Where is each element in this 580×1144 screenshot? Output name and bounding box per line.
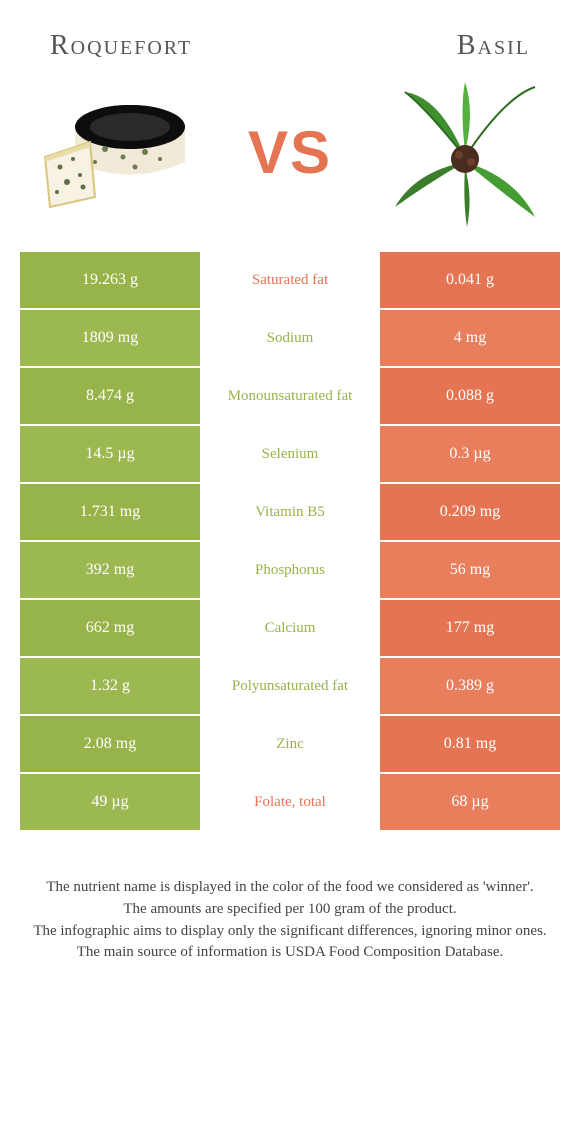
table-row: 14.5 µgSelenium0.3 µg	[20, 426, 560, 482]
header: Roquefort Basil	[0, 0, 580, 62]
value-right: 0.81 mg	[380, 716, 560, 772]
nutrient-label: Monounsaturated fat	[202, 368, 378, 424]
table-row: 1809 mgSodium4 mg	[20, 310, 560, 366]
footer-line: The main source of information is USDA F…	[30, 942, 550, 964]
value-right: 0.041 g	[380, 252, 560, 308]
footer-line: The infographic aims to display only the…	[30, 921, 550, 943]
nutrient-label: Sodium	[202, 310, 378, 366]
table-row: 1.731 mgVitamin B50.209 mg	[20, 484, 560, 540]
value-left: 662 mg	[20, 600, 200, 656]
infographic: Roquefort Basil	[0, 0, 580, 964]
value-left: 1.731 mg	[20, 484, 200, 540]
table-row: 2.08 mgZinc0.81 mg	[20, 716, 560, 772]
nutrient-label: Saturated fat	[202, 252, 378, 308]
value-right: 177 mg	[380, 600, 560, 656]
footer-line: The nutrient name is displayed in the co…	[30, 877, 550, 899]
table-row: 8.474 gMonounsaturated fat0.088 g	[20, 368, 560, 424]
roquefort-icon	[30, 77, 200, 227]
nutrient-label: Vitamin B5	[202, 484, 378, 540]
footer-line: The amounts are specified per 100 gram o…	[30, 899, 550, 921]
value-right: 68 µg	[380, 774, 560, 830]
footer-notes: The nutrient name is displayed in the co…	[0, 832, 580, 964]
nutrient-label: Phosphorus	[202, 542, 378, 598]
value-right: 0.209 mg	[380, 484, 560, 540]
value-left: 14.5 µg	[20, 426, 200, 482]
table-row: 1.32 gPolyunsaturated fat0.389 g	[20, 658, 560, 714]
value-left: 8.474 g	[20, 368, 200, 424]
table-row: 49 µgFolate, total68 µg	[20, 774, 560, 830]
value-left: 19.263 g	[20, 252, 200, 308]
vs-label: VS	[248, 118, 332, 187]
value-left: 1.32 g	[20, 658, 200, 714]
nutrient-label: Zinc	[202, 716, 378, 772]
nutrient-label: Polyunsaturated fat	[202, 658, 378, 714]
table-row: 392 mgPhosphorus56 mg	[20, 542, 560, 598]
value-left: 2.08 mg	[20, 716, 200, 772]
nutrient-label: Selenium	[202, 426, 378, 482]
basil-icon	[380, 77, 550, 227]
vs-row: VS	[0, 62, 580, 252]
nutrient-table: 19.263 gSaturated fat0.041 g1809 mgSodiu…	[20, 252, 560, 830]
nutrient-label: Folate, total	[202, 774, 378, 830]
value-right: 4 mg	[380, 310, 560, 366]
table-row: 19.263 gSaturated fat0.041 g	[20, 252, 560, 308]
value-right: 0.3 µg	[380, 426, 560, 482]
table-row: 662 mgCalcium177 mg	[20, 600, 560, 656]
value-left: 1809 mg	[20, 310, 200, 366]
food-right-title: Basil	[457, 30, 530, 62]
value-right: 56 mg	[380, 542, 560, 598]
value-right: 0.088 g	[380, 368, 560, 424]
value-left: 49 µg	[20, 774, 200, 830]
food-left-title: Roquefort	[50, 30, 192, 62]
value-right: 0.389 g	[380, 658, 560, 714]
value-left: 392 mg	[20, 542, 200, 598]
nutrient-label: Calcium	[202, 600, 378, 656]
